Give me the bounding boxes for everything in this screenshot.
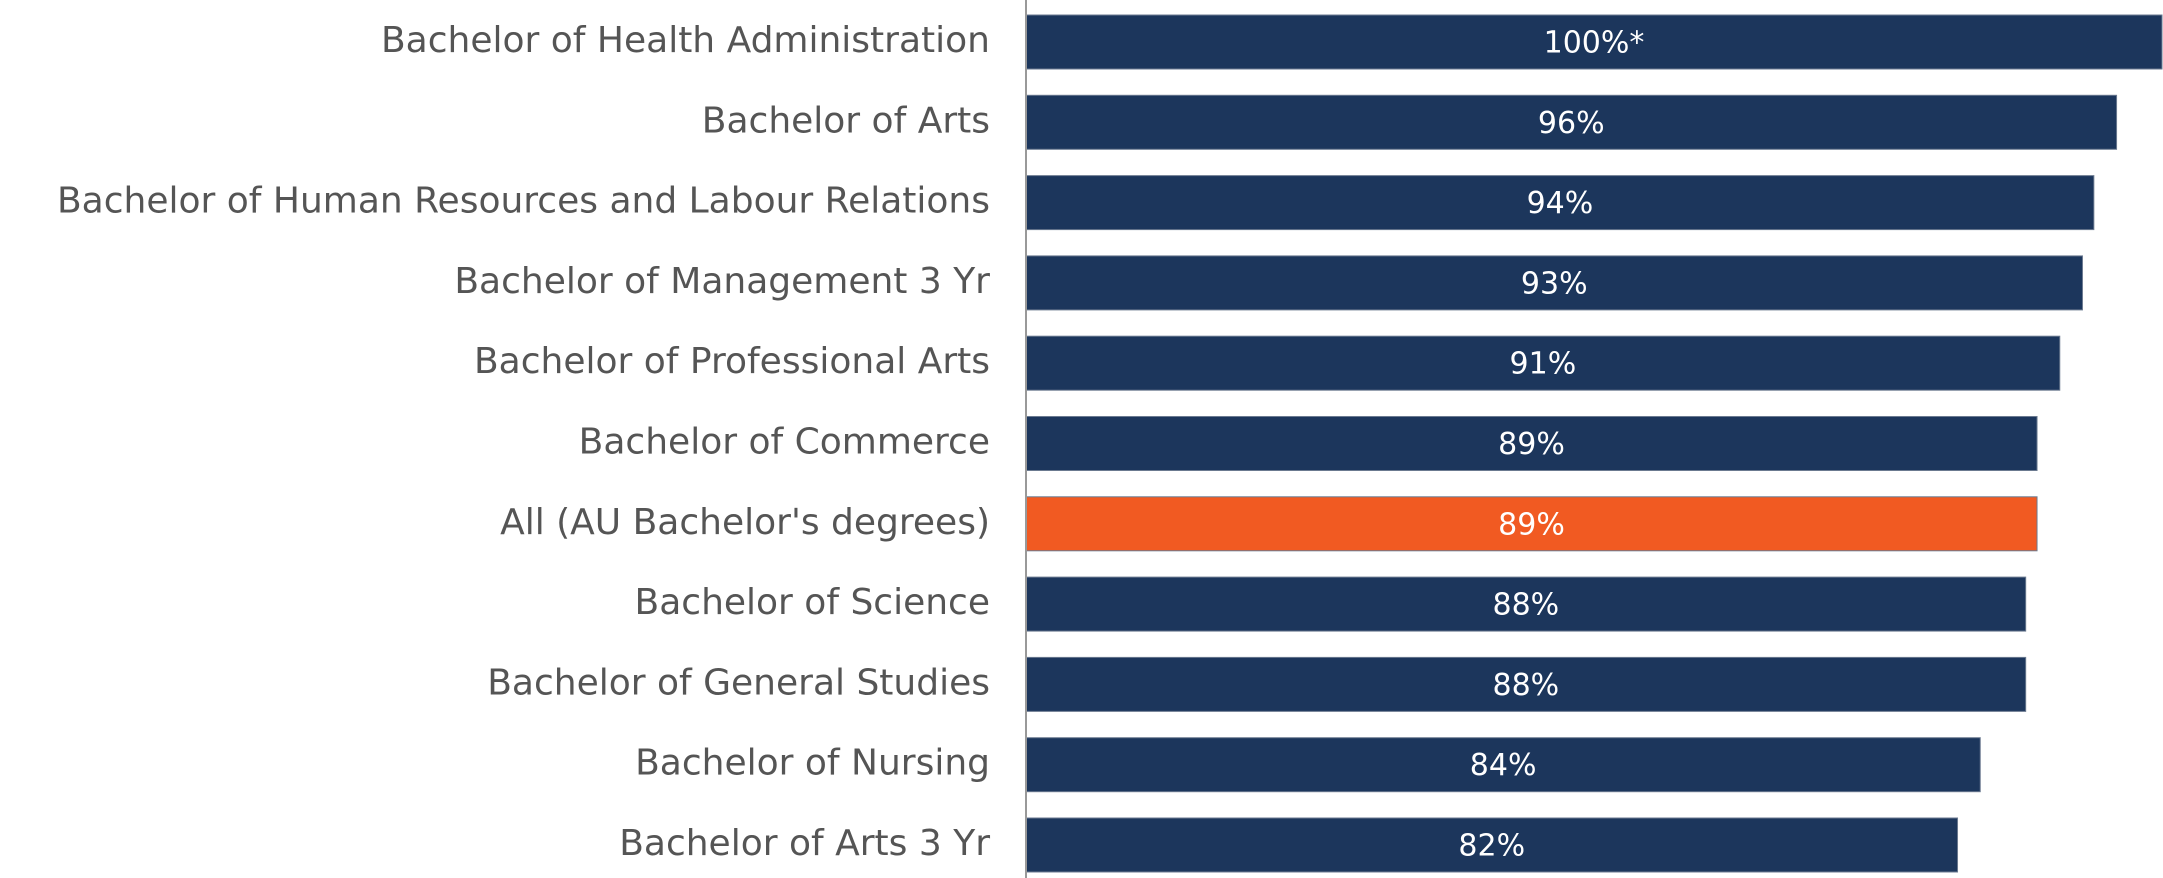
value-label: 88% <box>1492 668 1559 703</box>
bar <box>1025 737 1981 793</box>
value-label: 89% <box>1498 427 1565 462</box>
category-label: All (AU Bachelor's degrees) <box>500 502 990 543</box>
value-label: 94% <box>1527 186 1594 221</box>
category-label: Bachelor of Human Resources and Labour R… <box>57 181 990 222</box>
category-label: Bachelor of Management 3 Yr <box>454 261 990 302</box>
bar <box>1025 335 2061 391</box>
category-label: Bachelor of General Studies <box>487 662 990 703</box>
bar <box>1025 94 2118 150</box>
bar <box>1025 416 2038 471</box>
category-label: Bachelor of Science <box>635 582 990 623</box>
value-label: 96% <box>1538 106 1605 141</box>
value-label: 91% <box>1510 347 1577 382</box>
bar <box>1025 576 2027 632</box>
bar <box>1025 496 2038 552</box>
value-label: 82% <box>1458 829 1525 864</box>
category-label: Bachelor of Professional Arts <box>474 341 990 382</box>
bar <box>1025 817 1959 873</box>
value-label: 93% <box>1521 266 1588 301</box>
value-label: 84% <box>1470 748 1537 783</box>
value-label: 100%* <box>1544 26 1645 61</box>
value-label: 88% <box>1492 588 1559 623</box>
category-label: Bachelor of Health Administration <box>381 20 990 61</box>
category-label: Bachelor of Arts 3 Yr <box>619 823 990 864</box>
category-label: Bachelor of Nursing <box>635 743 990 784</box>
bar <box>1025 255 2083 311</box>
category-label: Bachelor of Arts <box>702 100 990 141</box>
category-label: Bachelor of Commerce <box>579 422 990 463</box>
bar <box>1025 175 2095 231</box>
value-label: 89% <box>1498 507 1565 542</box>
bar <box>1025 14 2163 70</box>
